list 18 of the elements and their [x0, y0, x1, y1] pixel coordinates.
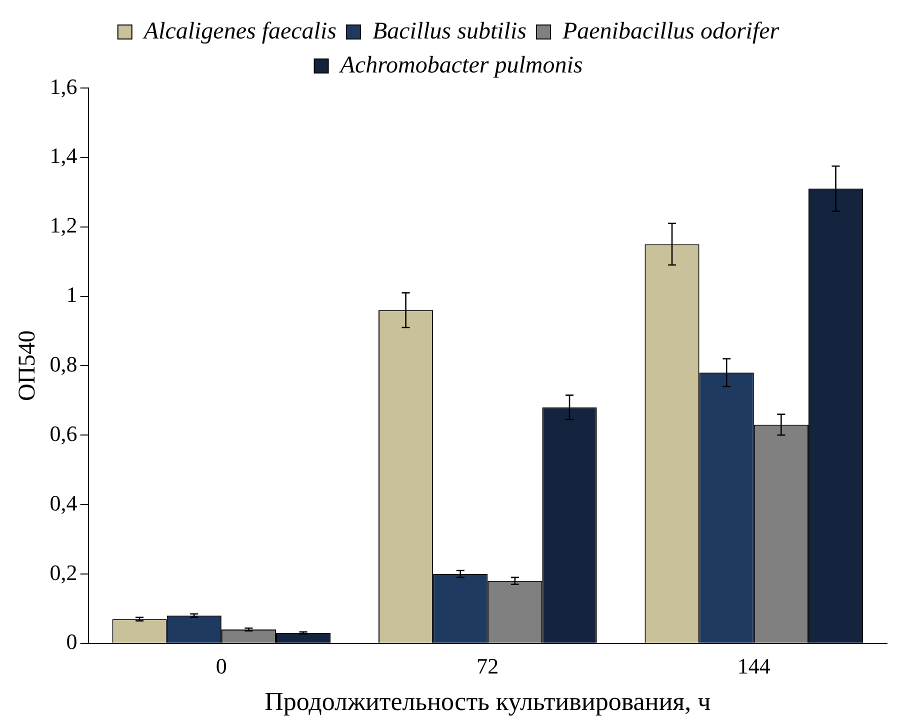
y-tick-label: 1,4 [50, 143, 78, 168]
y-tick-label: 1,6 [50, 74, 78, 99]
legend-label: Paenibacillus odorifer [561, 18, 780, 44]
y-axis-title: ОП540 [14, 330, 41, 402]
legend-label: Alcaligenes faecalis [142, 18, 336, 44]
y-tick-label: 0,6 [50, 420, 78, 446]
y-tick-label: 0,4 [50, 490, 78, 516]
x-axis-title: Продолжительность культивирования, ч [264, 687, 711, 716]
y-tick-label: 1 [66, 282, 78, 308]
y-tick-label: 0 [66, 629, 78, 654]
x-tick-label: 72 [476, 653, 499, 678]
y-tick-label: 0,2 [50, 560, 78, 585]
y-tick-label: 0,8 [50, 351, 78, 376]
x-tick-label: 0 [216, 653, 227, 678]
legend-label: Bacillus subtilis [372, 18, 526, 44]
legend-label: Achromobacter pulmonis [338, 52, 583, 78]
x-tick-label: 144 [737, 653, 770, 678]
y-tick-label: 1,2 [50, 212, 78, 238]
